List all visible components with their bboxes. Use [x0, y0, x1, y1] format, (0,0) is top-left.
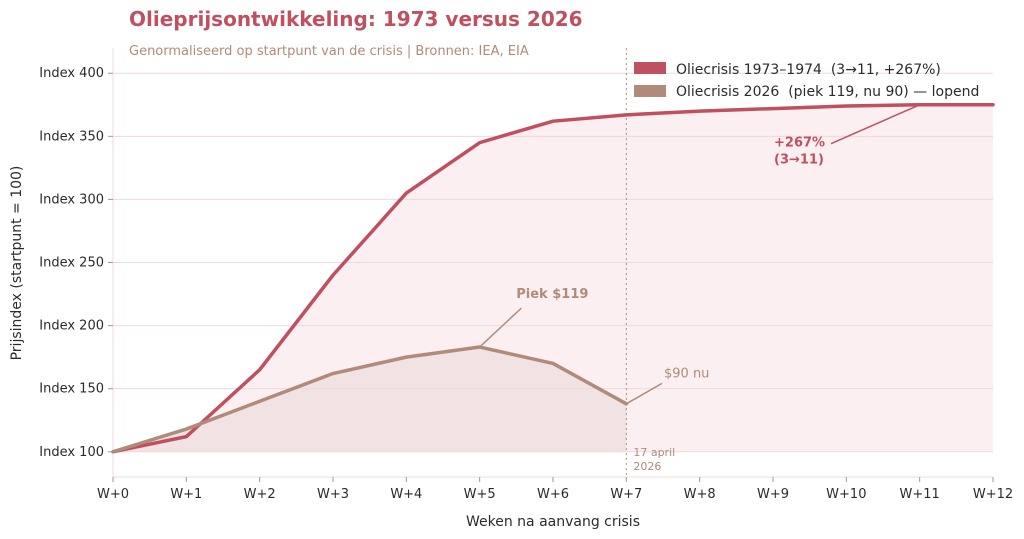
x-tick-label: W+9: [757, 487, 789, 502]
y-tick-label: Index 200: [39, 319, 104, 334]
x-tick-label: W+11: [900, 487, 940, 502]
y-tick-label: Index 400: [39, 66, 104, 81]
annotation-gain-label-line1: +267%: [774, 136, 825, 151]
x-tick-label: W+3: [317, 487, 349, 502]
x-tick-label: W+12: [973, 487, 1013, 502]
x-axis-label: Weken na aanvang crisis: [466, 514, 640, 530]
x-tick-label: W+6: [537, 487, 569, 502]
annotations: Piek $119 $90 nu +267% (3→11): [479, 104, 920, 405]
y-tick-label: Index 350: [39, 129, 104, 144]
x-tick-label: W+5: [464, 487, 496, 502]
legend-label-2026: Oliecrisis 2026 (piek 119, nu 90) — lope…: [676, 84, 979, 100]
series-line-0: [111, 103, 995, 454]
series-lines: [111, 103, 995, 454]
series-fill-0: [113, 104, 993, 452]
legend-swatch-1973: [634, 62, 666, 74]
y-axis-ticks: Index 100 Index 150 Index 200 Index 250 Inde…: [39, 66, 113, 460]
series-fill-1: [113, 347, 627, 452]
legend-swatch-2026: [634, 85, 666, 97]
y-tick-label: Index 150: [39, 382, 104, 397]
y-tick-label: Index 250: [39, 256, 104, 271]
legend: Oliecrisis 1973–1974 (3→11, +267%) Oliec…: [634, 62, 979, 100]
x-tick-label: W+7: [610, 487, 642, 502]
x-tick-label: W+0: [97, 487, 129, 502]
x-axis-ticks: W+0 W+1 W+2 W+3 W+4 W+5 W+6 W+7 W+8 W+9 W+10 W+11 W+…: [97, 477, 1013, 502]
y-axis-label: Prijsindex (startpunt = 100): [9, 166, 25, 361]
chart-subtitle: Genormaliseerd op startpunt van de crisi…: [129, 44, 529, 59]
annotation-peak-arrow: [479, 307, 522, 348]
annotation-gain-label-line2: (3→11): [774, 153, 824, 168]
annotation-peak-label: Piek $119: [516, 287, 588, 302]
series-fills: [113, 104, 993, 452]
legend-label-1973: Oliecrisis 1973–1974 (3→11, +267%): [676, 62, 941, 78]
annotation-now-label: $90 nu: [664, 366, 709, 381]
annotation-gain-arrow: [830, 104, 920, 145]
x-tick-label: W+8: [684, 487, 716, 502]
vline-label-line1: 17 april: [633, 446, 675, 459]
vline-label-line2: 2026: [633, 460, 661, 473]
x-tick-label: W+1: [170, 487, 202, 502]
annotation-now-arrow: [625, 382, 663, 405]
series-line-1: [111, 345, 629, 454]
y-tick-label: Index 100: [39, 445, 104, 460]
y-tick-label: Index 300: [39, 192, 104, 207]
x-tick-label: W+10: [826, 487, 866, 502]
chart-title: Olieprijsontwikkeling: 1973 versus 2026: [129, 7, 583, 31]
x-tick-label: W+4: [390, 487, 422, 502]
x-tick-label: W+2: [244, 487, 276, 502]
